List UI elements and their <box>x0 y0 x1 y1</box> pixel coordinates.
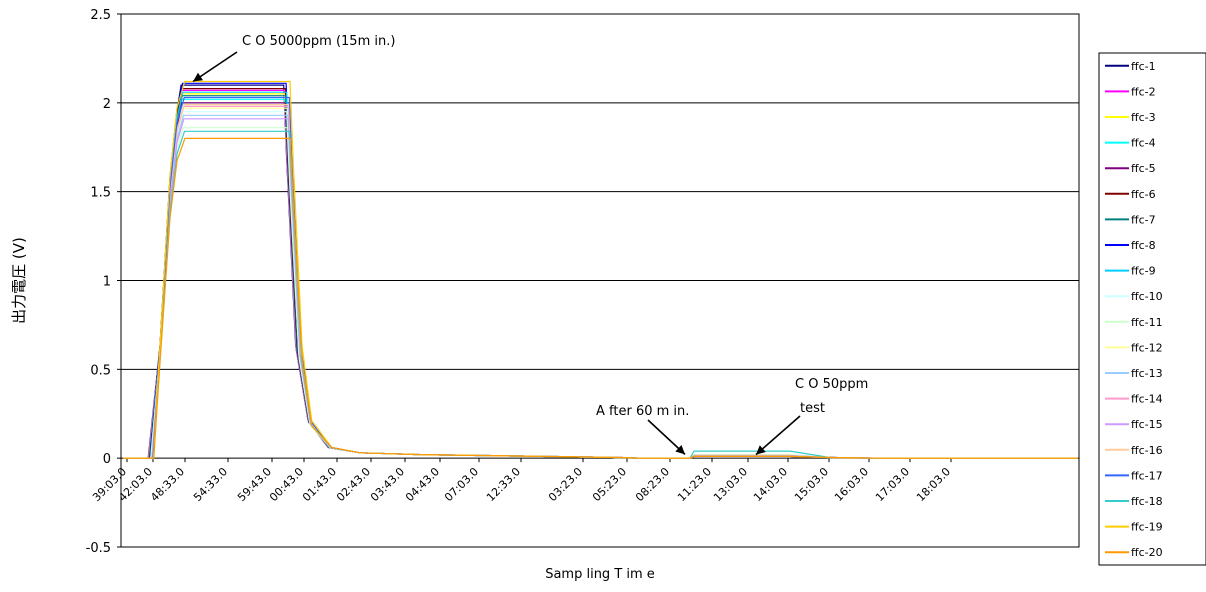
legend-label-ffc-15: ffc-15 <box>1131 418 1163 431</box>
legend-label-ffc-18: ffc-18 <box>1131 495 1163 508</box>
x-tick-label: 59:43.0 <box>235 465 274 504</box>
x-tick-label: 08:23.0 <box>633 465 672 504</box>
x-tick-label: 13:03.0 <box>711 465 750 504</box>
y-tick-label: 2.5 <box>90 8 111 23</box>
x-tick-label: 15:03.0 <box>792 465 831 504</box>
annotation-test: test <box>800 401 825 416</box>
x-tick-label: 04:43.0 <box>403 465 442 504</box>
y-tick-label: -0.5 <box>86 541 111 556</box>
legend-label-ffc-11: ffc-11 <box>1131 316 1163 329</box>
y-tick-label: 2 <box>103 97 111 112</box>
legend-label-ffc-8: ffc-8 <box>1131 239 1156 252</box>
legend-label-ffc-20: ffc-20 <box>1131 546 1163 559</box>
legend-label-ffc-4: ffc-4 <box>1131 137 1156 150</box>
x-tick-label: 00:43.0 <box>267 465 306 504</box>
x-tick-label: 12:33.0 <box>484 465 523 504</box>
legend-label-ffc-1: ffc-1 <box>1131 60 1156 73</box>
x-tick-label: 48:33.0 <box>148 465 187 504</box>
x-tick-label: 02:43.0 <box>334 465 373 504</box>
legend-label-ffc-5: ffc-5 <box>1131 162 1156 175</box>
annotation-co-5000ppm: C O 5000ppm (15m in.) <box>242 34 395 49</box>
legend-label-ffc-10: ffc-10 <box>1131 290 1163 303</box>
x-tick-label: 03:43.0 <box>368 465 407 504</box>
annotation-arrow-co-5000ppm-head <box>193 73 203 82</box>
series-line-ffc-1 <box>123 85 1078 458</box>
legend-label-ffc-13: ffc-13 <box>1131 367 1163 380</box>
legend-label-ffc-14: ffc-14 <box>1131 393 1163 406</box>
legend-label-ffc-19: ffc-19 <box>1131 521 1163 534</box>
x-tick-label: 05:23.0 <box>590 465 629 504</box>
legend-label-ffc-17: ffc-17 <box>1131 469 1163 482</box>
legend-label-ffc-6: ffc-6 <box>1131 188 1156 201</box>
y-axis-label: 出力電圧 (V) <box>10 237 28 324</box>
y-tick-label: 1.5 <box>90 186 111 201</box>
series-line-ffc-6 <box>123 89 1078 459</box>
x-tick-label: 18:03.0 <box>914 465 953 504</box>
x-tick-label: 17:03.0 <box>873 465 912 504</box>
x-tick-label: 11:23.0 <box>675 465 714 504</box>
x-tick-label: 01:43.0 <box>300 465 339 504</box>
x-tick-label: 07:03.0 <box>442 465 481 504</box>
x-axis-label: Samp ling T im e <box>545 567 655 582</box>
legend-box <box>1099 53 1206 565</box>
y-tick-label: 0 <box>103 452 111 467</box>
legend-label-ffc-2: ffc-2 <box>1131 85 1156 98</box>
series-line-ffc-8 <box>123 83 1078 458</box>
x-tick-label: 54:33.0 <box>191 465 230 504</box>
legend-label-ffc-9: ffc-9 <box>1131 265 1156 278</box>
legend-label-ffc-7: ffc-7 <box>1131 213 1156 226</box>
x-tick-label: 16:03.0 <box>832 465 871 504</box>
annotation-after-60min: A fter 60 m in. <box>596 404 689 419</box>
legend-label-ffc-12: ffc-12 <box>1131 341 1163 354</box>
y-tick-label: 0.5 <box>90 363 111 378</box>
x-tick-label: 14:03.0 <box>751 465 790 504</box>
annotation-co-50ppm: C O 50ppm <box>795 377 868 392</box>
legend-label-ffc-3: ffc-3 <box>1131 111 1156 124</box>
legend-label-ffc-16: ffc-16 <box>1131 444 1163 457</box>
x-tick-label: 03:23.0 <box>546 465 585 504</box>
y-tick-label: 1 <box>103 275 111 290</box>
